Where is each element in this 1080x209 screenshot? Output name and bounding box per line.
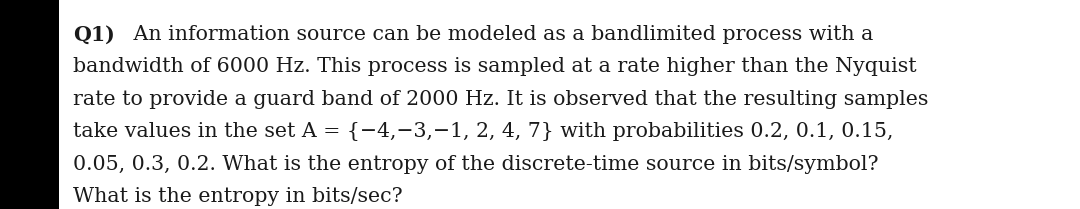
Text: rate to provide a guard band of 2000 Hz. It is observed that the resulting sampl: rate to provide a guard band of 2000 Hz.… xyxy=(73,90,929,109)
Text: bandwidth of 6000 Hz. This process is sampled at a rate higher than the Nyquist: bandwidth of 6000 Hz. This process is sa… xyxy=(73,57,917,76)
Text: 0.05, 0.3, 0.2. What is the entropy of the discrete-time source in bits/symbol?: 0.05, 0.3, 0.2. What is the entropy of t… xyxy=(73,155,879,174)
Text: An information source can be modeled as a bandlimited process with a: An information source can be modeled as … xyxy=(127,25,874,44)
Text: take values in the set A = {−4,−3,−1, 2, 4, 7} with probabilities 0.2, 0.1, 0.15: take values in the set A = {−4,−3,−1, 2,… xyxy=(73,122,894,141)
Text: What is the entropy in bits/sec?: What is the entropy in bits/sec? xyxy=(73,187,403,206)
Text: Q1): Q1) xyxy=(73,25,116,45)
